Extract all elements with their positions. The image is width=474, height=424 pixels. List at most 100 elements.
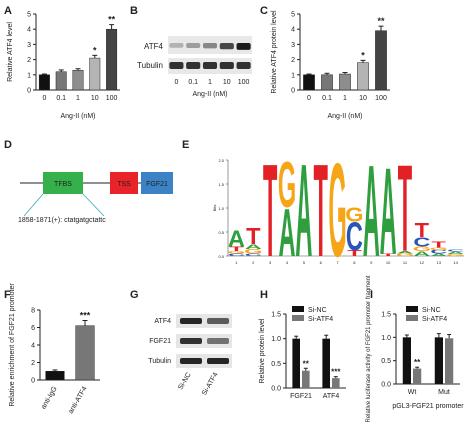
chart-f-bar — [75, 325, 95, 381]
logo-e-letter-g: G — [278, 150, 296, 222]
logo-e-letter-t: T — [263, 138, 277, 286]
blot-b-label-tubulin: Tubulin — [137, 61, 163, 70]
blot-g-band — [207, 318, 229, 324]
blot-b-atf4-band — [169, 43, 184, 48]
chart-h-bar-si-nc — [292, 338, 300, 388]
blot-g-band — [180, 318, 202, 324]
blot-g-strip — [176, 354, 232, 368]
panel-letter-g: G — [130, 289, 139, 301]
chart-a-category-label: 0.1 — [56, 95, 66, 102]
blot-g-band — [180, 338, 202, 344]
blot-g-label-fgf21: FGF21 — [149, 338, 171, 345]
logo-e-letter-a: A — [228, 225, 245, 251]
panel-letter-b: B — [130, 5, 138, 17]
blot-b-lane-label: 100 — [238, 79, 250, 86]
chart-c-bar — [375, 30, 387, 91]
chart-a-bar — [106, 28, 118, 91]
blot-g-band — [207, 338, 229, 344]
logo-e-letter-t: T — [314, 138, 328, 286]
chart-i-bar-si-nc — [434, 337, 443, 384]
logo-e-letter-a: A — [413, 250, 431, 258]
chart-c-y-tick-label: 2 — [291, 57, 295, 64]
logo-e-letter-a: A — [447, 251, 464, 255]
logo-e-letter-a: A — [397, 251, 414, 255]
diagram-d-callout-right — [82, 193, 105, 217]
logo-e-letter-g: G — [430, 247, 448, 251]
logo-e-position-label: 4 — [286, 260, 289, 265]
chart-a-significance: * — [93, 45, 97, 55]
blot-b-lane-label: 1 — [208, 79, 212, 86]
chart-a-category-label: 0 — [42, 95, 46, 102]
chart-c-y-tick-label: 4 — [291, 27, 295, 34]
chart-h-legend-label: Si-ATF4 — [308, 316, 333, 323]
diagram-d-box-tfbs — [43, 172, 83, 194]
logo-e-letter-a: A — [245, 243, 263, 251]
panel-letter-a: A — [4, 5, 12, 17]
blot-b-lane-label: 0.1 — [188, 79, 198, 86]
diagram-d-box-label: TFBS — [54, 181, 72, 188]
panel-letter-i: I — [370, 289, 373, 301]
panel-letter-c: C — [260, 5, 268, 17]
chart-c-category-label: 10 — [359, 95, 367, 102]
chart-c-y-tick-label: 0 — [291, 88, 295, 95]
chart-i-xlabel: pGL3-FGF21 promoter — [392, 403, 464, 410]
diagram-d-box-tss — [110, 172, 138, 194]
chart-i-y-tick-label: 1.5 — [381, 312, 391, 319]
blot-g-strip — [176, 314, 232, 328]
panel-letter-e: E — [182, 139, 189, 151]
chart-a-y-tick-label: 2 — [27, 57, 31, 64]
logo-e-position-label: 13 — [436, 260, 441, 265]
chart-i-bar-si-atf4 — [413, 368, 422, 384]
logo-e-letter-g: G — [244, 247, 262, 255]
chart-c-category-label: 1 — [343, 95, 347, 102]
logo-e-position-label: 9 — [370, 260, 373, 265]
logo-e-position-label: 14 — [453, 260, 458, 265]
logo-e-letter-a: A — [363, 138, 380, 284]
blot-b-atf4-band — [202, 43, 218, 49]
diagram-d-box-label: TSS — [117, 181, 131, 188]
logo-e-letter-t: T — [381, 253, 396, 257]
logo-e-position-label: 12 — [420, 260, 425, 265]
chart-a-y-tick-label: 1 — [27, 72, 31, 79]
logo-e-letter-g: G — [328, 136, 346, 285]
chart-f-y-tick-label: 8 — [31, 308, 35, 315]
blot-b-tubulin-band — [219, 62, 234, 69]
blot-b-xlabel: Ang-II (nM) — [192, 91, 227, 98]
diagram-d-callout-left — [23, 193, 44, 217]
panel-letter-d: D — [4, 139, 12, 151]
chart-h-bar-si-atf4 — [302, 370, 310, 388]
chart-a-bar — [89, 57, 101, 91]
chart-a-category-label: 1 — [76, 95, 80, 102]
blot-b-lane-label: 0 — [174, 79, 178, 86]
chart-a-y-tick-label: 3 — [27, 42, 31, 49]
logo-e-letter-a: A — [278, 195, 295, 271]
blot-b-label-atf4: ATF4 — [144, 42, 164, 51]
chart-h-category-label: ATF4 — [323, 393, 340, 400]
blot-b-tubulin-band — [186, 62, 201, 69]
chart-i-category-label: Wt — [408, 389, 417, 396]
logo-e-letter-t: T — [347, 249, 362, 258]
chart-c-bar — [357, 62, 369, 91]
logo-e-y-tick-label: 2.0 — [218, 158, 224, 163]
chart-h-legend-swatch — [292, 306, 304, 312]
chart-i-y-tick-label: 0.5 — [381, 358, 391, 365]
chart-h-y-tick-label: 0.5 — [271, 361, 281, 368]
chart-c-y-tick-label: 1 — [291, 72, 295, 79]
chart-a-category-label: 10 — [91, 95, 99, 102]
chart-a-bar — [38, 74, 50, 91]
logo-e-position-label: 8 — [353, 260, 356, 265]
chart-c-xlabel: Ang-II (nM) — [327, 113, 362, 120]
logo-e-letter-g: G — [396, 253, 414, 257]
chart-c-y-tick-label: 5 — [291, 12, 295, 19]
blot-g-label-atf4: ATF4 — [154, 318, 171, 325]
blot-g-label-tubulin: Tubulin — [148, 358, 171, 365]
blot-b-atf4-band — [236, 43, 251, 50]
logo-e-letter-c: C — [413, 235, 430, 250]
logo-e-letter-g: G — [446, 254, 464, 257]
blot-b-lane-label: 10 — [223, 79, 231, 86]
blot-b-tubulin-band — [169, 62, 184, 69]
logo-e-letter-t: T — [229, 245, 244, 253]
logo-e-letter-t: T — [415, 218, 430, 241]
